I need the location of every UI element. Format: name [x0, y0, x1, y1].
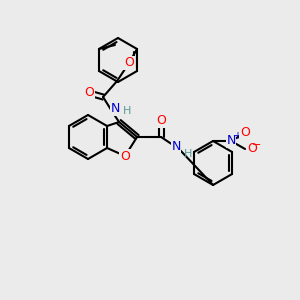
Text: O: O [120, 149, 130, 163]
Text: N: N [171, 140, 181, 154]
Text: O: O [84, 86, 94, 100]
Text: N: N [110, 103, 120, 116]
Text: H: H [123, 106, 131, 116]
Text: +: + [233, 131, 241, 141]
Text: O: O [156, 115, 166, 128]
Text: O: O [247, 142, 257, 155]
Text: O: O [240, 127, 250, 140]
Text: H: H [184, 149, 192, 159]
Text: −: − [251, 140, 261, 150]
Text: O: O [124, 56, 134, 70]
Text: N: N [226, 134, 236, 148]
